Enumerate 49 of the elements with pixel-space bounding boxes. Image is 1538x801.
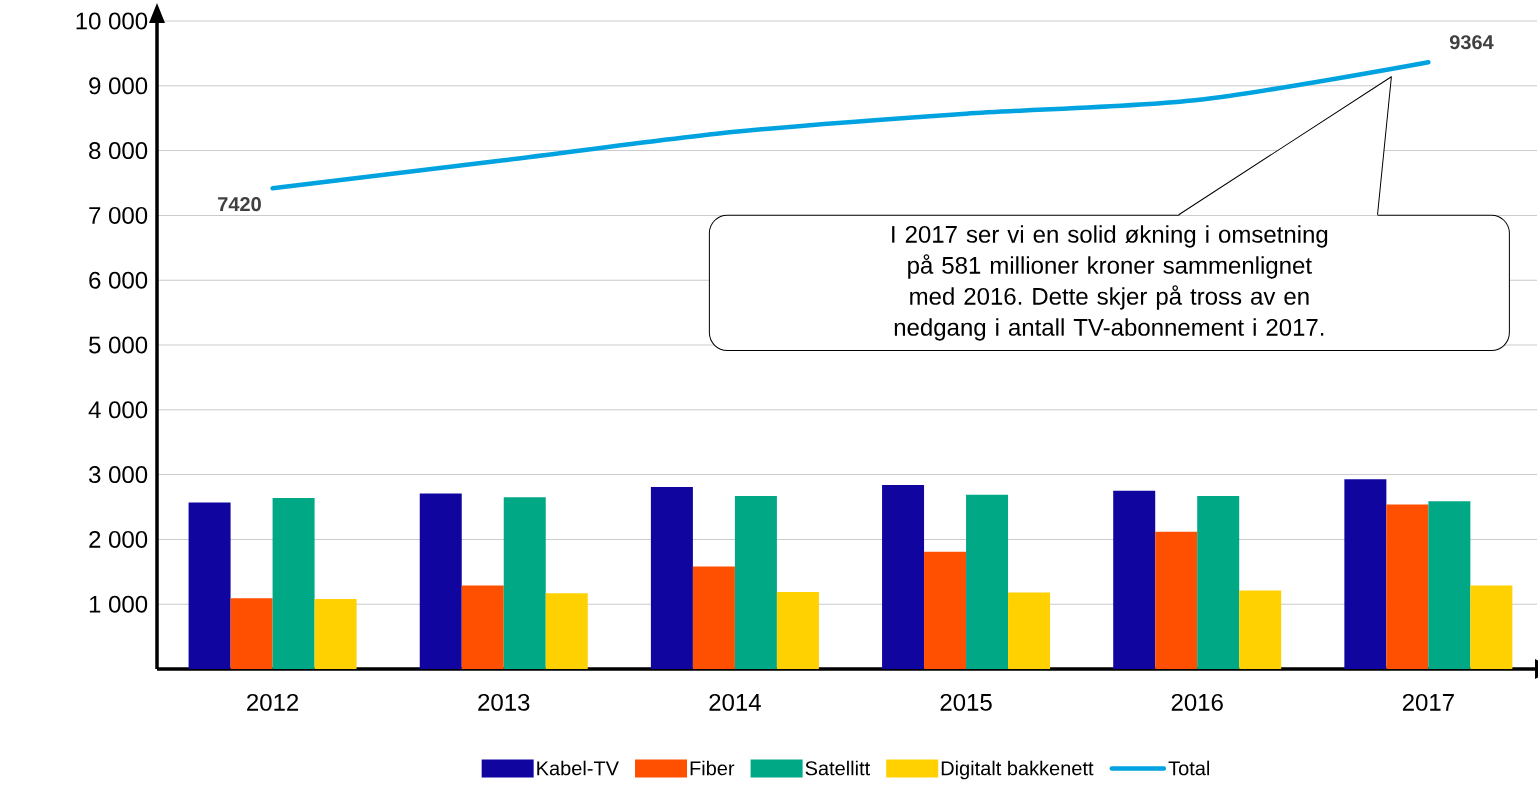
x-tick-label: 2012 bbox=[247, 693, 299, 711]
bar bbox=[1239, 590, 1282, 669]
y-tick-label: 5 000 bbox=[89, 336, 148, 354]
bar bbox=[882, 484, 925, 669]
bar bbox=[272, 497, 315, 669]
bar bbox=[966, 494, 1009, 669]
bar bbox=[1113, 490, 1156, 669]
x-tick-label: 2015 bbox=[940, 693, 992, 711]
y-tick-label: 10 000 bbox=[76, 12, 148, 30]
bar bbox=[650, 486, 693, 669]
y-tick-label: 1 000 bbox=[89, 595, 148, 613]
bar bbox=[1470, 585, 1513, 669]
x-tick-label: 2014 bbox=[709, 693, 761, 711]
y-tick-label: 2 000 bbox=[89, 530, 148, 548]
bar bbox=[734, 495, 777, 669]
legend-label: Digitalt bakkenett bbox=[941, 760, 1094, 780]
annotation: I 2017 ser vi en solid økning i omsetning på 581 millioner kroner sammenlignet med 2016. Dette skjer på tross av en nedgang i antall TV-abonnement i 2017. bbox=[892, 225, 1328, 341]
y-tick-label: 3 000 bbox=[88, 466, 148, 484]
bar bbox=[314, 599, 357, 669]
bar bbox=[1197, 495, 1240, 669]
y-tick-label: 4 000 bbox=[88, 401, 148, 419]
x-tick-label: 2016 bbox=[1171, 693, 1223, 711]
bar bbox=[1386, 504, 1429, 669]
line-series bbox=[270, 59, 1431, 191]
bar bbox=[461, 585, 504, 669]
x-tick-label: 2017 bbox=[1402, 693, 1454, 711]
bar bbox=[692, 566, 735, 669]
bar bbox=[1428, 501, 1471, 669]
y-tick-label: 9 000 bbox=[89, 77, 148, 95]
bar bbox=[1008, 592, 1051, 669]
y-tick-label: 8 000 bbox=[89, 142, 148, 160]
legend-label: Kabel-TV bbox=[537, 760, 619, 776]
bar bbox=[776, 591, 819, 669]
bar bbox=[1155, 531, 1198, 669]
data-label: 9364 bbox=[1449, 35, 1494, 50]
bar bbox=[503, 497, 546, 669]
bar bbox=[1344, 479, 1387, 669]
bar bbox=[230, 598, 273, 669]
legend-label: Total bbox=[1168, 760, 1210, 776]
y-tick-label: 6 000 bbox=[89, 271, 148, 289]
bar bbox=[419, 493, 462, 669]
bar bbox=[545, 593, 588, 669]
bar bbox=[188, 502, 231, 669]
bar bbox=[924, 551, 967, 669]
legend-label: Fiber bbox=[690, 760, 735, 776]
y-tick-label: 7 000 bbox=[89, 206, 148, 224]
x-tick-label: 2013 bbox=[478, 693, 530, 711]
legend-label: Satellitt bbox=[805, 760, 871, 776]
data-label: 7420 bbox=[218, 197, 261, 212]
